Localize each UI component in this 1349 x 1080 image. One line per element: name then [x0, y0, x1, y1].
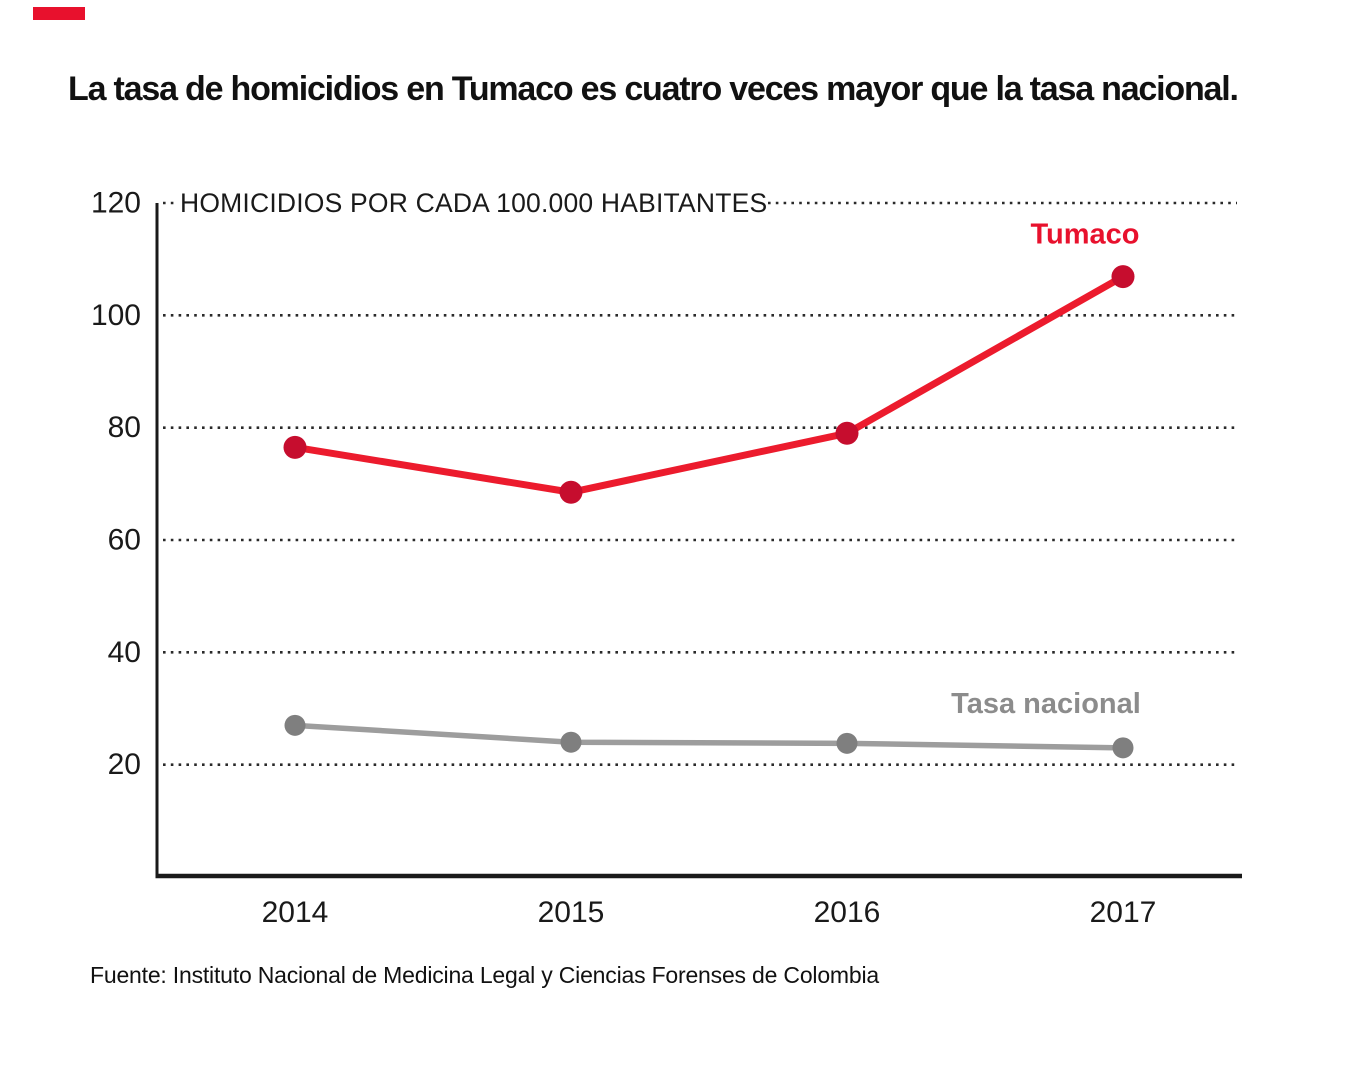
source-line: Fuente: Instituto Nacional de Medicina L…: [90, 962, 879, 988]
y-tick-label: 100: [91, 299, 141, 332]
tumaco-line: [294, 273, 1125, 496]
tumaco-point-2015: [559, 480, 583, 504]
x-tick-label: 2014: [262, 896, 329, 929]
x-tick-label: 2017: [1090, 896, 1157, 929]
y-tick-label: 20: [108, 748, 141, 781]
tasa-nacional-point-2015: [560, 731, 582, 753]
tumaco-series-label: Tumaco: [1030, 219, 1139, 251]
chart-header-label: HOMICIDIOS POR CADA 100.000 HABITANTES: [180, 188, 767, 218]
y-tick-label: 80: [108, 411, 141, 444]
tasa-nacional-point-2016: [836, 732, 858, 754]
y-tick-label: 40: [108, 636, 141, 669]
tumaco-point-2017: [1111, 265, 1135, 289]
tumaco-point-2014: [283, 435, 307, 459]
tasa-nacional-line: [294, 722, 1124, 751]
brand-bar: [33, 7, 85, 20]
tasa-nacional-point-2017: [1112, 737, 1134, 759]
tumaco-point-2016: [835, 421, 859, 445]
y-tick-label: 120: [91, 187, 141, 220]
x-tick-label: 2016: [814, 896, 881, 929]
page-title: La tasa de homicidios en Tumaco es cuatr…: [68, 70, 1239, 108]
x-tick-label: 2015: [538, 896, 605, 929]
y-tick-label: 60: [108, 524, 141, 557]
tasa-nacional-series-label: Tasa nacional: [951, 688, 1141, 720]
tasa-nacional-point-2014: [284, 714, 306, 736]
